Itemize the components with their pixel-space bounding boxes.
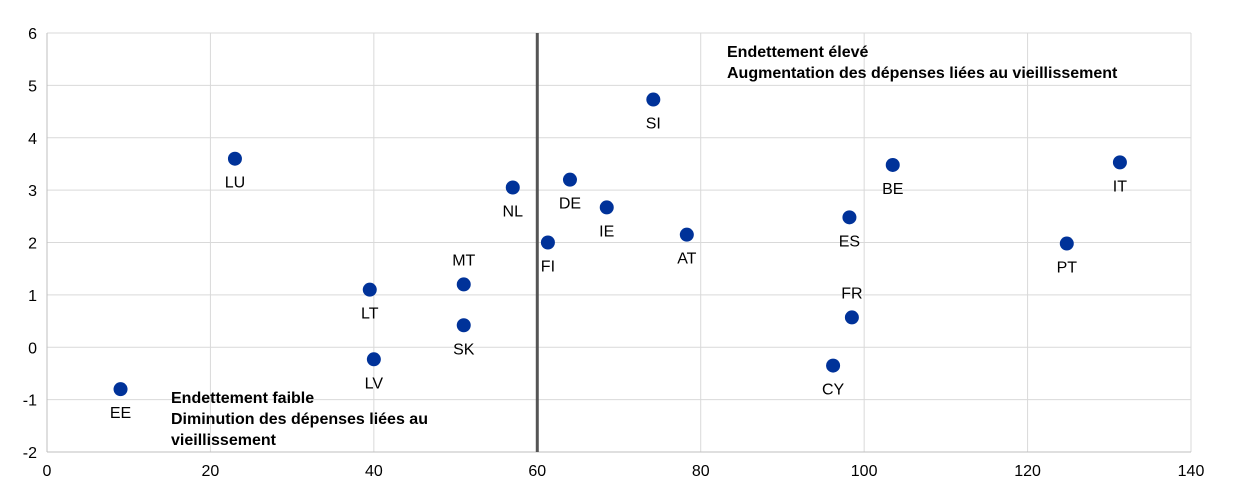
axes	[46, 33, 1191, 453]
annotation-low-debt: Endettement faible Diminution des dépens…	[171, 390, 428, 449]
point-label-at: AT	[677, 251, 696, 268]
annotation-low-line-2: Diminution des dépenses liées au	[171, 411, 428, 428]
point-label-nl: NL	[503, 204, 524, 221]
y-tick-label: -2	[23, 445, 37, 462]
annotation-low-line-3: vieillissement	[171, 432, 277, 449]
annotation-high-debt: Endettement élevé Augmentation des dépen…	[727, 44, 1118, 82]
point-sk	[456, 318, 471, 333]
point-lu	[227, 151, 242, 166]
y-tick-label: 1	[28, 288, 37, 305]
annotation-low-line-1: Endettement faible	[171, 390, 314, 407]
point-label-de: DE	[559, 196, 581, 213]
point-lt	[362, 282, 377, 297]
data-points: EE LU LT LV MT SK NL FI DE IE SI AT CY ES FR BE PT IT	[110, 92, 1127, 422]
y-tick-label: 4	[28, 131, 37, 148]
point-si	[646, 92, 661, 107]
point-de	[562, 172, 577, 187]
point-label-mt: MT	[452, 252, 475, 269]
point-label-cy: CY	[822, 382, 845, 399]
annotation-high-line-1: Endettement élevé	[727, 44, 868, 61]
point-cy	[826, 358, 841, 373]
y-tick-labels: -2 -1 0 1 2 3 4 5 6	[23, 26, 37, 462]
y-tick-label: 0	[28, 340, 37, 357]
point-label-si: SI	[646, 116, 661, 133]
point-nl	[505, 180, 520, 195]
point-label-be: BE	[882, 181, 903, 198]
y-tick-label: 3	[28, 183, 37, 200]
point-label-fi: FI	[541, 259, 555, 276]
point-mt	[456, 277, 471, 292]
point-label-lv: LV	[365, 375, 384, 392]
point-ee	[113, 382, 128, 397]
point-label-ie: IE	[599, 223, 614, 240]
y-tick-label: 6	[28, 26, 37, 43]
y-tick-label: 2	[28, 236, 37, 253]
point-label-lt: LT	[361, 306, 379, 323]
point-label-fr: FR	[841, 285, 862, 302]
point-label-pt: PT	[1057, 260, 1078, 277]
point-label-it: IT	[1113, 178, 1127, 195]
point-at	[679, 227, 694, 242]
point-label-ee: EE	[110, 405, 131, 422]
x-tick-label: 120	[1014, 463, 1041, 480]
x-tick-label: 140	[1178, 463, 1205, 480]
x-tick-label: 60	[528, 463, 546, 480]
x-tick-label: 100	[851, 463, 878, 480]
point-lv	[366, 352, 381, 367]
annotation-high-line-2: Augmentation des dépenses liées au vieil…	[727, 65, 1118, 82]
x-tick-label: 20	[202, 463, 220, 480]
y-tick-label: -1	[23, 393, 37, 410]
x-tick-labels: 0 20 40 60 80 100 120 140	[43, 463, 1205, 480]
point-fr	[844, 310, 859, 325]
point-pt	[1059, 236, 1074, 251]
point-es	[842, 210, 857, 225]
point-label-lu: LU	[225, 175, 245, 192]
point-ie	[599, 200, 614, 215]
x-tick-label: 40	[365, 463, 383, 480]
x-tick-label: 0	[43, 463, 52, 480]
x-tick-label: 80	[692, 463, 710, 480]
point-fi	[540, 235, 555, 250]
point-it	[1112, 155, 1127, 170]
y-tick-label: 5	[28, 78, 37, 95]
point-label-es: ES	[839, 233, 860, 250]
point-label-sk: SK	[453, 341, 475, 358]
point-be	[885, 157, 900, 172]
